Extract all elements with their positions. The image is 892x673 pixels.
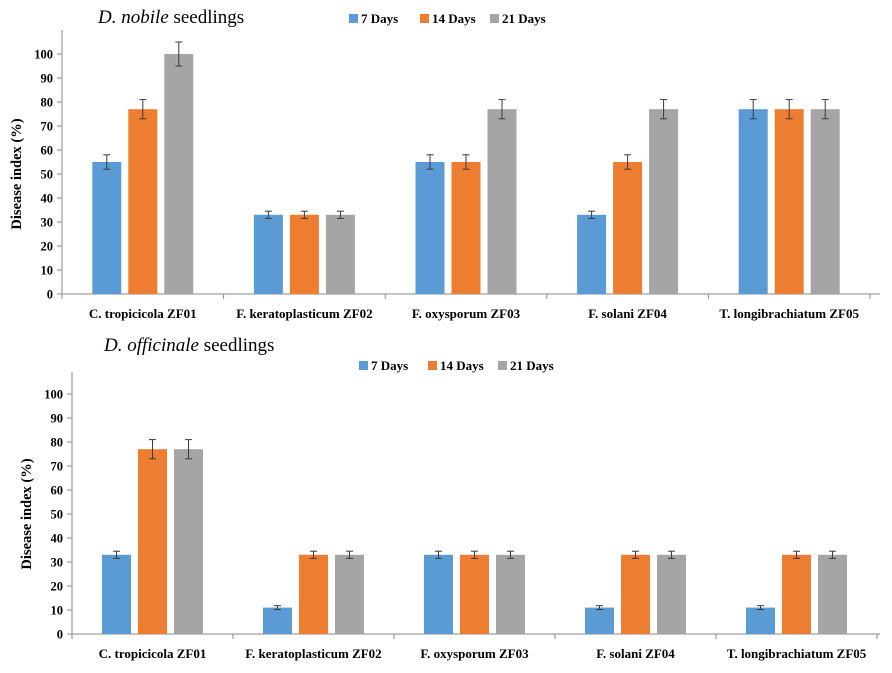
y-tick-label: 50 <box>41 168 54 182</box>
chart-title-species: D. nobile <box>97 7 169 28</box>
bar <box>415 162 445 294</box>
bar <box>487 109 517 294</box>
legend-swatch <box>498 361 507 370</box>
y-tick-label: 90 <box>51 412 64 426</box>
y-tick-label: 0 <box>57 628 63 642</box>
bar <box>746 607 775 634</box>
x-category-label: F. keratoplasticum ZF02 <box>236 306 372 321</box>
bar <box>299 554 328 634</box>
legend-label: 7 Days <box>371 358 408 373</box>
x-category-label: F. solani ZF04 <box>588 306 667 321</box>
x-category-label: T. longibrachiatum ZF05 <box>727 646 867 661</box>
bar <box>621 554 650 634</box>
x-category-label: C. tropicicola ZF01 <box>99 646 207 661</box>
bar <box>424 554 453 634</box>
x-category-label: F. solani ZF04 <box>596 646 675 661</box>
legend-label: 14 Days <box>440 358 484 373</box>
legend-label: 7 Days <box>361 11 398 26</box>
legend-swatch <box>428 361 437 370</box>
bar <box>774 109 804 294</box>
bar <box>138 449 167 634</box>
bar <box>577 214 607 294</box>
bar <box>460 554 489 634</box>
bar <box>92 162 122 294</box>
chart-title: D. nobile seedlings <box>97 7 244 28</box>
y-axis-label: Disease index (%) <box>19 458 35 569</box>
bar <box>289 214 319 294</box>
chart-title: D. officinale seedlings <box>103 335 274 356</box>
bar <box>585 607 614 634</box>
bar <box>174 449 203 634</box>
y-axis-label: Disease index (%) <box>9 118 25 229</box>
bar <box>818 554 847 634</box>
legend-label: 14 Days <box>432 11 476 26</box>
chart-title-rest: seedlings <box>199 335 274 356</box>
legend-swatch <box>490 14 499 23</box>
bar <box>253 214 283 294</box>
y-tick-label: 30 <box>51 556 64 570</box>
bar <box>263 607 292 634</box>
bar <box>657 554 686 634</box>
y-tick-label: 60 <box>51 484 64 498</box>
y-tick-label: 100 <box>34 48 53 62</box>
y-tick-label: 80 <box>51 436 64 450</box>
panel-d-nobile: D. nobile seedlings 7 Days 14 Days 21 Days 0… <box>9 7 880 321</box>
y-tick-label: 0 <box>47 288 53 302</box>
y-tick-label: 80 <box>41 96 54 110</box>
bar <box>782 554 811 634</box>
y-tick-label: 20 <box>41 240 54 254</box>
x-category-label: C. tropicicola ZF01 <box>89 306 197 321</box>
x-category-label: F. oxysporum ZF03 <box>412 306 521 321</box>
bar <box>102 554 131 634</box>
y-tick-label: 40 <box>51 532 64 546</box>
x-category-label: T. longibrachiatum ZF05 <box>719 306 859 321</box>
bar <box>496 554 525 634</box>
y-tick-label: 100 <box>44 388 63 402</box>
legend-swatch <box>359 361 368 370</box>
bar <box>451 162 481 294</box>
legend-label: 21 Days <box>510 358 554 373</box>
bar <box>325 214 355 294</box>
x-category-label: F. oxysporum ZF03 <box>420 646 529 661</box>
bar <box>335 554 364 634</box>
legend-swatch <box>420 14 429 23</box>
legend-swatch <box>349 14 358 23</box>
bar <box>128 109 158 294</box>
y-tick-label: 20 <box>51 580 64 594</box>
bar <box>738 109 768 294</box>
y-tick-label: 40 <box>41 192 54 206</box>
y-tick-label: 60 <box>41 144 54 158</box>
y-tick-label: 30 <box>41 216 54 230</box>
y-tick-label: 10 <box>51 604 64 618</box>
chart-title-rest: seedlings <box>169 7 244 28</box>
legend-label: 21 Days <box>502 11 546 26</box>
y-tick-label: 70 <box>51 460 64 474</box>
bar <box>649 109 679 294</box>
panel-d-officinale: D. officinale seedlings 7 Days 14 Days 21 D… <box>19 335 880 661</box>
x-category-label: F. keratoplasticum ZF02 <box>245 646 381 661</box>
bar <box>164 54 194 294</box>
y-tick-label: 70 <box>41 120 54 134</box>
chart-title-species: D. officinale <box>103 335 199 356</box>
bar <box>613 162 643 294</box>
bar <box>810 109 840 294</box>
y-tick-label: 50 <box>51 508 64 522</box>
y-tick-label: 10 <box>41 264 54 278</box>
y-tick-label: 90 <box>41 72 54 86</box>
